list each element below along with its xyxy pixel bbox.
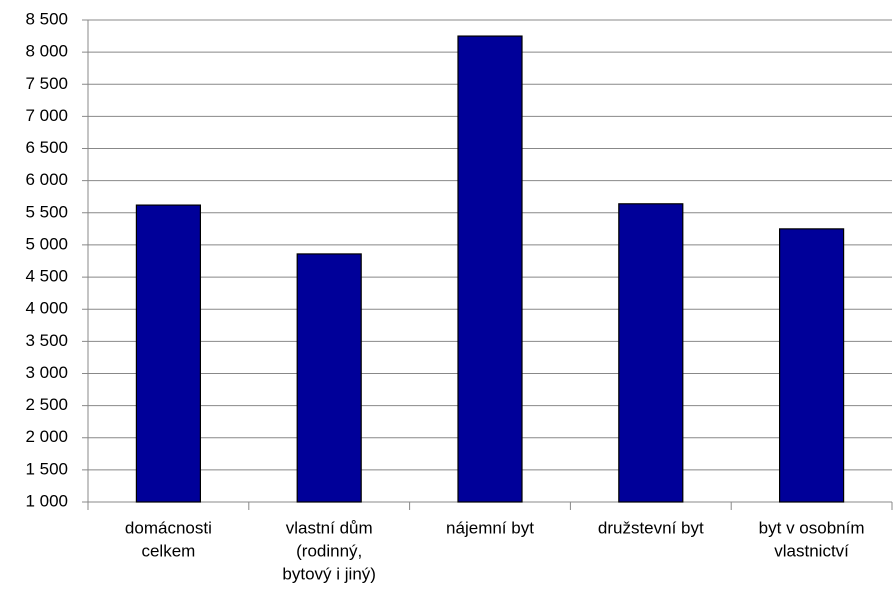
x-tick-label: (rodinný, <box>296 541 362 560</box>
y-tick-label: 4 500 <box>25 267 68 286</box>
y-tick-label: 1 000 <box>25 491 68 510</box>
y-tick-label: 7 500 <box>25 74 68 93</box>
y-tick-label: 6 000 <box>25 170 68 189</box>
x-tick-label: vlastnictví <box>774 541 849 560</box>
y-tick-label: 5 000 <box>25 234 68 253</box>
x-tick-label: nájemní byt <box>446 518 534 537</box>
y-tick-label: 3 500 <box>25 331 68 350</box>
y-tick-label: 2 500 <box>25 395 68 414</box>
bar <box>457 35 523 503</box>
y-tick-label: 7 000 <box>25 106 68 125</box>
x-tick-label: bytový i jiný) <box>282 564 376 583</box>
x-tick-label: celkem <box>141 541 195 560</box>
bar <box>296 253 362 503</box>
bar <box>618 203 684 503</box>
bar <box>778 228 845 503</box>
x-tick-label: vlastní dům <box>286 518 373 537</box>
y-tick-label: 4 000 <box>25 299 68 318</box>
y-tick-label: 8 000 <box>25 42 68 61</box>
y-tick-label: 1 500 <box>25 459 68 478</box>
x-tick-label: byt v osobním <box>759 518 865 537</box>
bar <box>135 204 201 503</box>
y-tick-label: 5 500 <box>25 202 68 221</box>
y-tick-label: 3 000 <box>25 363 68 382</box>
x-tick-label: družstevní byt <box>598 518 704 537</box>
x-tick-label: domácnosti <box>125 518 212 537</box>
y-tick-label: 6 500 <box>25 138 68 157</box>
y-tick-label: 8 500 <box>25 9 68 28</box>
y-tick-label: 2 000 <box>25 427 68 446</box>
